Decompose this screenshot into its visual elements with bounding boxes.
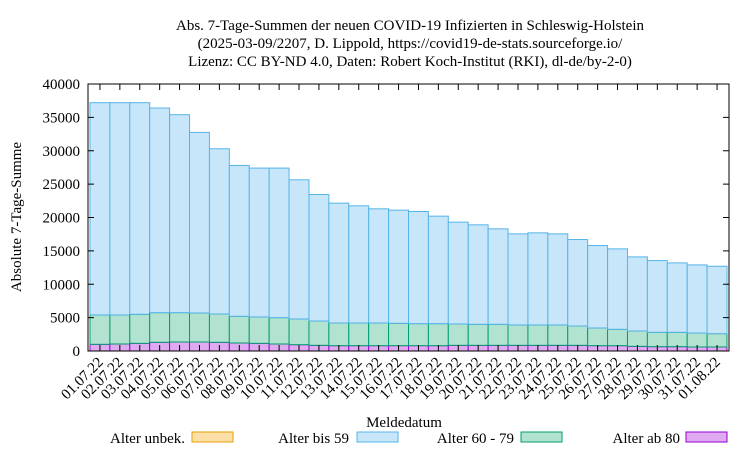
bar-alter-60-79-31 [686, 332, 708, 348]
legend: Alter unbek. Alter bis 59 Alter 60 - 79 Alt… [110, 431, 728, 447]
bar-alter-bis-59-26 [587, 245, 609, 329]
bar-alter-bis-59-4 [149, 107, 171, 314]
bar-alter-bis-59-7 [208, 148, 230, 315]
bar-alter-bis-59-18 [427, 215, 449, 325]
bar-alter-60-79-32 [706, 333, 728, 348]
y-tick-label: 30000 [43, 144, 81, 160]
bar-alter-bis-59-14 [348, 205, 370, 324]
bar-alter-bis-59-10 [268, 167, 290, 319]
bar-alter-60-79-10 [268, 317, 290, 345]
legend-swatch-alter-ab-80 [685, 431, 728, 443]
y-axis: 0 5000 10000 15000 20000 25000 30000 35000 40000 [43, 77, 729, 360]
bar-alter-bis-59-22 [507, 233, 529, 326]
bar-alter-bis-59-11 [288, 179, 310, 320]
title-line-1: Abs. 7-Tage-Summen der neuen COVID-19 In… [176, 18, 645, 34]
y-tick-label: 10000 [43, 277, 81, 293]
bar-alter-60-79-25 [567, 325, 589, 346]
bar-alter-60-79-27 [607, 328, 628, 347]
bar-alter-bis-59-8 [228, 164, 250, 317]
bar-alter-60-79-23 [527, 324, 549, 346]
bar-alter-60-79-13 [328, 322, 350, 347]
title-line-3: Lizenz: CC BY-ND 4.0, Daten: Robert Koch… [188, 54, 632, 70]
bar-alter-60-79-16 [388, 322, 409, 347]
y-tick-label: 35000 [43, 110, 81, 126]
legend-swatch-alter-bis-59 [356, 431, 399, 443]
y-tick-label: 5000 [50, 311, 80, 327]
bar-alter-bis-59-12 [308, 193, 330, 322]
bar-alter-bis-59-9 [248, 167, 270, 318]
y-tick-label: 15000 [43, 244, 81, 260]
y-tick-label: 40000 [43, 77, 81, 93]
bar-alter-bis-59-3 [129, 102, 151, 315]
bar-alter-60-79-20 [467, 323, 489, 346]
bar-alter-bis-59-5 [169, 114, 191, 314]
bar-alter-bis-59-25 [567, 239, 589, 327]
y-tick-label: 25000 [43, 177, 81, 193]
bar-alter-60-79-6 [189, 312, 210, 343]
bar-alter-bis-59-30 [666, 262, 688, 333]
bar-alter-60-79-18 [427, 323, 449, 347]
bar-alter-bis-59-6 [189, 131, 210, 314]
bar-alter-bis-59-17 [408, 210, 429, 325]
bar-alter-bis-59-16 [388, 209, 409, 324]
bar-alter-bis-59-24 [547, 233, 569, 326]
bar-alter-60-79-11 [288, 318, 310, 346]
bar-alter-60-79-30 [666, 331, 688, 348]
bar-alter-bis-59-1 [89, 102, 111, 316]
bar-alter-bis-59-13 [328, 202, 350, 324]
bar-alter-bis-59-2 [109, 102, 131, 316]
bar-alter-bis-59-20 [467, 224, 489, 325]
legend-label-alter-bis-59: Alter bis 59 [278, 431, 349, 447]
bar-alter-60-79-5 [169, 312, 191, 343]
legend-label-alter-unbek-: Alter unbek. [110, 431, 185, 447]
y-tick-label: 20000 [43, 211, 81, 227]
bar-alter-60-79-29 [646, 331, 668, 348]
legend-label-alter-ab-80: Alter ab 80 [613, 431, 680, 447]
bar-alter-60-79-2 [109, 314, 131, 345]
legend-label-alter-60-79: Alter 60 - 79 [437, 431, 514, 447]
legend-swatch-alter-unbek- [191, 431, 234, 443]
bar-alter-60-79-17 [408, 323, 429, 347]
bar-alter-60-79-19 [447, 323, 469, 346]
bar-alter-bis-59-21 [487, 228, 509, 325]
bar-alter-60-79-15 [368, 322, 390, 347]
title-line-2: (2025-03-09/2207, D. Lippold, https://co… [198, 36, 623, 52]
bar-alter-60-79-7 [208, 313, 230, 343]
bar-alter-60-79-8 [228, 315, 250, 344]
bar-alter-60-79-28 [626, 330, 648, 347]
bar-alter-bis-59-32 [706, 265, 728, 335]
bar-alter-60-79-24 [547, 324, 569, 346]
y-axis-label: Absolute 7-Tage-Summe [9, 142, 25, 293]
bar-alter-bis-59-29 [646, 260, 668, 333]
bar-alter-60-79-9 [248, 316, 270, 344]
bar-alter-60-79-21 [487, 323, 509, 346]
bar-alter-bis-59-23 [527, 232, 549, 326]
y-tick-label: 0 [73, 344, 81, 360]
bar-alter-bis-59-28 [626, 256, 648, 332]
bar-alter-60-79-26 [587, 327, 609, 347]
bar-alter-60-79-3 [129, 313, 151, 344]
chart-title: Abs. 7-Tage-Summen der neuen COVID-19 In… [176, 18, 645, 70]
bar-alter-60-79-1 [89, 314, 111, 345]
bars-layer [89, 102, 728, 352]
bar-alter-bis-59-31 [686, 264, 708, 334]
bar-alter-60-79-4 [149, 312, 171, 343]
bar-alter-60-79-14 [348, 322, 370, 347]
legend-swatch-alter-60-79 [520, 431, 563, 443]
bar-alter-bis-59-19 [447, 221, 469, 325]
bar-alter-bis-59-27 [607, 248, 628, 330]
x-axis-label: Meldedatum [366, 415, 442, 431]
bar-alter-60-79-22 [507, 324, 529, 346]
bar-alter-60-79-12 [308, 320, 330, 346]
bar-alter-bis-59-15 [368, 208, 390, 324]
